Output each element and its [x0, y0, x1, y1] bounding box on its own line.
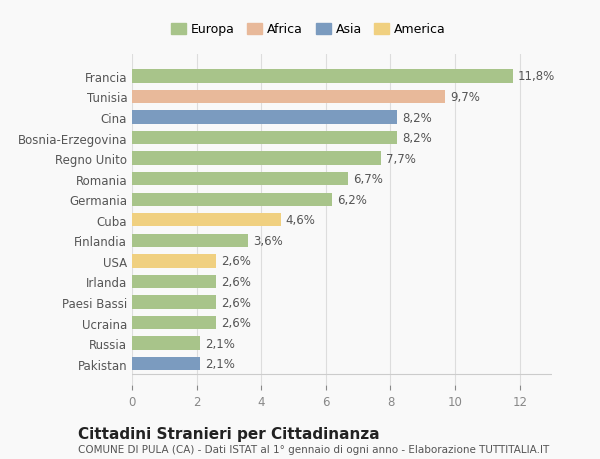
Text: 2,1%: 2,1%	[205, 337, 235, 350]
Text: 2,6%: 2,6%	[221, 296, 251, 309]
Bar	[132, 132, 397, 145]
Bar	[132, 337, 200, 350]
Bar	[132, 193, 332, 207]
Text: 6,2%: 6,2%	[337, 193, 367, 206]
Bar	[132, 70, 513, 84]
Bar	[132, 255, 216, 268]
Bar	[132, 173, 349, 186]
Text: 2,1%: 2,1%	[205, 358, 235, 370]
Bar	[132, 90, 445, 104]
Text: 9,7%: 9,7%	[450, 91, 480, 104]
Bar	[132, 296, 216, 309]
Bar	[132, 152, 381, 165]
Text: 8,2%: 8,2%	[402, 132, 431, 145]
Text: Cittadini Stranieri per Cittadinanza: Cittadini Stranieri per Cittadinanza	[78, 426, 380, 441]
Text: 2,6%: 2,6%	[221, 316, 251, 330]
Text: 11,8%: 11,8%	[518, 70, 556, 83]
Text: 6,7%: 6,7%	[353, 173, 383, 186]
Bar	[132, 316, 216, 330]
Bar	[132, 234, 248, 247]
Text: 3,6%: 3,6%	[253, 235, 283, 247]
Bar	[132, 275, 216, 289]
Text: 2,6%: 2,6%	[221, 255, 251, 268]
Text: 4,6%: 4,6%	[286, 214, 316, 227]
Text: 8,2%: 8,2%	[402, 111, 431, 124]
Bar	[132, 213, 281, 227]
Text: 7,7%: 7,7%	[386, 152, 415, 165]
Text: COMUNE DI PULA (CA) - Dati ISTAT al 1° gennaio di ogni anno - Elaborazione TUTTI: COMUNE DI PULA (CA) - Dati ISTAT al 1° g…	[78, 444, 549, 454]
Text: 2,6%: 2,6%	[221, 275, 251, 288]
Bar	[132, 357, 200, 370]
Legend: Europa, Africa, Asia, America: Europa, Africa, Asia, America	[166, 18, 451, 41]
Bar	[132, 111, 397, 124]
